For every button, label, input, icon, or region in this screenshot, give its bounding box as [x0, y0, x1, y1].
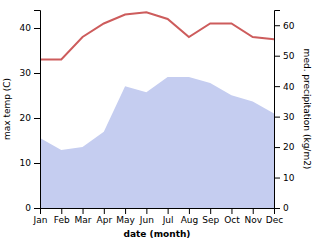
y-axis: 0 10 20 30 40 [20, 11, 41, 214]
tick-mark [253, 208, 254, 214]
tick-label: 30 [283, 112, 295, 122]
axis-line [41, 209, 275, 215]
tick-mark [189, 208, 190, 214]
tick: Mar [75, 208, 92, 225]
tick-mark [34, 118, 40, 119]
tick-label: May [116, 215, 135, 225]
tick: Feb [54, 208, 70, 225]
plot: JanFebMarAprMayJunJulAugSepOctNovDec0102… [2, 11, 312, 240]
y-axis-title: max temp (C) [2, 78, 12, 140]
tick: 30 [274, 112, 295, 122]
tick: 40 [20, 23, 40, 33]
tick-mark [274, 25, 280, 26]
tick-label: Nov [244, 215, 262, 225]
tick-mark [274, 178, 280, 179]
tick-mark [231, 208, 232, 214]
tick-mark [34, 208, 40, 209]
tick: 40 [274, 82, 295, 92]
chart-container: JanFebMarAprMayJunJulAugSepOctNovDec0102… [0, 0, 318, 242]
tick-mark [274, 117, 280, 118]
tick: 10 [20, 158, 40, 168]
tick-mark [125, 208, 126, 214]
tick: Jun [139, 208, 154, 225]
tick-label: 30 [20, 68, 32, 78]
tick-label: 40 [20, 23, 32, 33]
tick-mark [168, 208, 169, 214]
tick-label: Feb [54, 215, 70, 225]
tick-label: Jan [33, 215, 48, 225]
tick-mark [34, 28, 40, 29]
tick: 0 [274, 203, 289, 213]
tick-label: Jul [162, 215, 174, 225]
tick-label: Aug [181, 215, 199, 225]
tick: 30 [20, 68, 40, 78]
tick-label: 20 [283, 142, 295, 152]
tick-mark [146, 208, 147, 214]
tick-mark [274, 208, 280, 209]
tick-mark [104, 208, 105, 214]
tick: Aug [181, 208, 199, 225]
tick: 10 [274, 173, 295, 183]
tick-label: Oct [224, 215, 240, 225]
tick-label: 20 [20, 113, 32, 123]
tick: Sep [202, 208, 219, 225]
tick-mark [34, 73, 40, 74]
tick-mark [34, 163, 40, 164]
x-axis-title: date (month) [124, 229, 191, 239]
tick: Oct [224, 208, 240, 225]
tick: May [116, 208, 135, 225]
line [40, 12, 274, 59]
tick-label: Jun [139, 215, 154, 225]
tick: 0 [25, 203, 40, 213]
tick-mark [274, 147, 280, 148]
tick-label: 60 [283, 21, 295, 31]
y2-axis-title: med. precipitation (kg/m2) [302, 49, 312, 170]
axis-line [34, 11, 41, 209]
tick: Jan [33, 208, 48, 225]
tick: 20 [274, 142, 295, 152]
tick-label: Dec [266, 215, 283, 225]
tick-label: Apr [97, 215, 113, 225]
tick: Jul [162, 208, 174, 225]
area [40, 77, 274, 208]
axis-line [275, 11, 281, 209]
tick-label: 0 [25, 203, 31, 213]
tick-mark [83, 208, 84, 214]
tick: Nov [244, 208, 262, 225]
tick-mark [274, 56, 280, 57]
tick-label: Mar [75, 215, 92, 225]
tick: Dec [266, 208, 283, 225]
tick-mark [274, 86, 280, 87]
x-axis: Jan Feb Mar AprMay Jun Jul AugSep Oct Nov Dec [33, 208, 284, 225]
tick: Apr [97, 208, 113, 225]
tick-label: Sep [202, 215, 219, 225]
tick-mark [210, 208, 211, 214]
tick-label: 40 [283, 82, 295, 92]
tick-mark [61, 208, 62, 214]
tick-label: 0 [283, 203, 289, 213]
y2-axis: 0 10 20 30 40 50 60 [274, 11, 295, 214]
tick-label: 50 [283, 51, 295, 61]
tick: 20 [20, 113, 40, 123]
tick-label: 10 [20, 158, 32, 168]
tick-label: 10 [283, 173, 295, 183]
tick: 60 [274, 21, 295, 31]
marks [40, 12, 274, 208]
tick: 50 [274, 51, 295, 61]
chart: JanFebMarAprMayJunJulAugSepOctNovDec0102… [0, 0, 318, 242]
